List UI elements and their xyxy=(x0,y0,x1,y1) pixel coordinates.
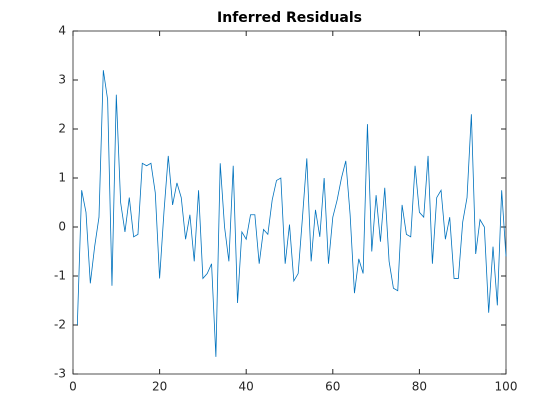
y-tick-label: -1 xyxy=(54,269,66,283)
x-tick-label: 60 xyxy=(325,380,340,394)
x-tick-label: 40 xyxy=(239,380,254,394)
x-tick-label: 0 xyxy=(69,380,77,394)
axes-box xyxy=(72,30,507,375)
y-tick-label: 3 xyxy=(58,73,66,87)
y-tick-label: -2 xyxy=(54,318,66,332)
chart-title: Inferred Residuals xyxy=(217,10,362,26)
y-tick-label: 1 xyxy=(58,171,66,185)
x-tick-label: 20 xyxy=(152,380,167,394)
x-tick-label: 80 xyxy=(412,380,427,394)
data-line xyxy=(76,70,507,357)
y-tick-label: 4 xyxy=(58,24,66,38)
y-tick-label: 0 xyxy=(58,220,66,234)
x-tick-label: 100 xyxy=(495,380,518,394)
y-tick-label: 2 xyxy=(58,122,66,136)
y-tick-label: -3 xyxy=(54,367,66,381)
